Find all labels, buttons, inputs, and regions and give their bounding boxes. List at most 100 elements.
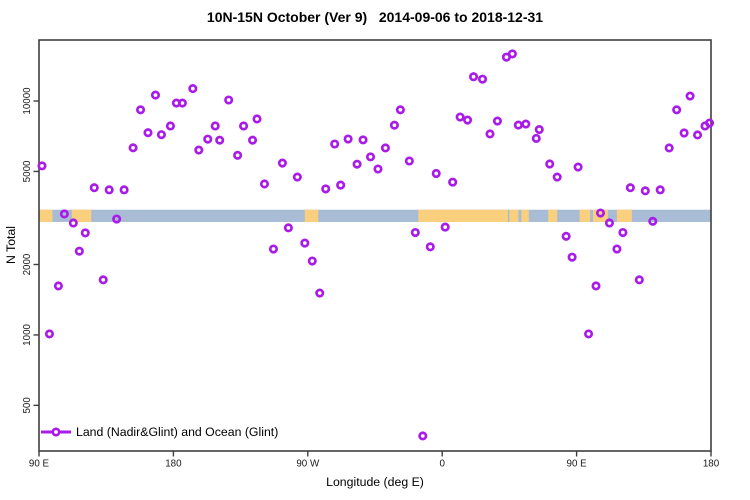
data-point [513, 120, 523, 130]
data-point [672, 105, 682, 115]
data-point [531, 133, 541, 143]
data-point [80, 228, 90, 238]
data-point [521, 119, 531, 129]
data-point [591, 281, 601, 291]
data-point [53, 281, 63, 291]
legend-marker [51, 427, 61, 437]
data-point [156, 130, 167, 140]
data-point [143, 128, 153, 138]
map-band-land [548, 209, 558, 222]
data-point [618, 227, 628, 238]
data-point [177, 98, 187, 108]
data-point [44, 329, 55, 339]
data-point [283, 223, 293, 233]
data-point [292, 172, 302, 182]
x-tick-label: 180 [703, 459, 720, 470]
data-point [595, 208, 606, 218]
data-point [664, 143, 674, 153]
data-point [440, 222, 450, 232]
map-band-land [71, 209, 92, 222]
data-point [89, 183, 99, 193]
data-point [492, 116, 503, 126]
data-point [74, 246, 84, 256]
map-band-land [418, 209, 508, 222]
data-point [188, 84, 198, 94]
data-point [612, 244, 622, 254]
data-point [655, 185, 665, 195]
data-point [583, 329, 594, 339]
data-point [343, 134, 353, 144]
map-band-land [616, 209, 632, 222]
map-band-land [521, 209, 529, 222]
data-point [352, 159, 362, 169]
data-point [640, 186, 650, 196]
data-point [604, 218, 615, 228]
data-point [455, 112, 465, 122]
data-point [135, 105, 146, 115]
data-point [98, 275, 108, 285]
data-point [625, 183, 635, 193]
data-point [215, 135, 225, 145]
plot-border [38, 39, 712, 452]
data-point [469, 72, 479, 82]
data-point [373, 164, 383, 174]
data-point [300, 238, 310, 248]
data-point [448, 177, 458, 187]
data-point [431, 168, 441, 179]
x-tick-label: 180 [165, 459, 182, 470]
data-point [104, 185, 114, 195]
data-point [59, 209, 69, 219]
data-point [693, 130, 703, 140]
x-tick-label: 90 W [296, 459, 320, 470]
data-point [259, 179, 270, 189]
data-point [410, 227, 420, 238]
data-point [330, 139, 340, 149]
data-point [112, 214, 122, 224]
data-point [277, 158, 287, 168]
data-point [165, 121, 175, 131]
data-point [545, 159, 555, 169]
data-point [321, 184, 331, 194]
data-point [315, 288, 325, 298]
data-point [561, 231, 571, 241]
data-point [119, 185, 129, 195]
data-point [389, 120, 399, 130]
data-point [573, 162, 583, 172]
data-point [477, 74, 488, 84]
data-point [567, 252, 577, 262]
data-point [425, 242, 435, 252]
data-point [239, 121, 249, 131]
data-point [210, 121, 220, 131]
data-point [268, 244, 279, 254]
x-tick-label: 90 E [29, 459, 50, 470]
data-point [252, 114, 262, 124]
map-band-land [509, 209, 519, 222]
data-point [307, 256, 317, 266]
data-point [233, 150, 243, 160]
data-point [203, 134, 213, 144]
data-point [194, 145, 204, 155]
data-point [463, 115, 473, 125]
data-point [128, 143, 138, 153]
data-point [380, 143, 391, 153]
map-band-land [304, 209, 319, 222]
x-tick-label: 0 [439, 459, 445, 470]
data-point [68, 218, 78, 228]
y-tick-label: 5000 [22, 160, 33, 182]
data-point [224, 95, 234, 105]
data-point [648, 216, 658, 226]
map-band-land [39, 209, 53, 222]
data-point [685, 91, 695, 101]
data-point [704, 118, 715, 128]
data-point [418, 431, 428, 441]
data-point [507, 49, 517, 59]
data-point [150, 90, 161, 100]
data-point [534, 125, 544, 135]
data-point [358, 135, 368, 145]
data-point [634, 275, 644, 285]
x-axis-label: Longitude (deg E) [326, 475, 424, 489]
chart-title: 10N-15N October (Ver 9) 2014-09-06 to 20… [206, 9, 544, 25]
data-point [552, 172, 562, 182]
